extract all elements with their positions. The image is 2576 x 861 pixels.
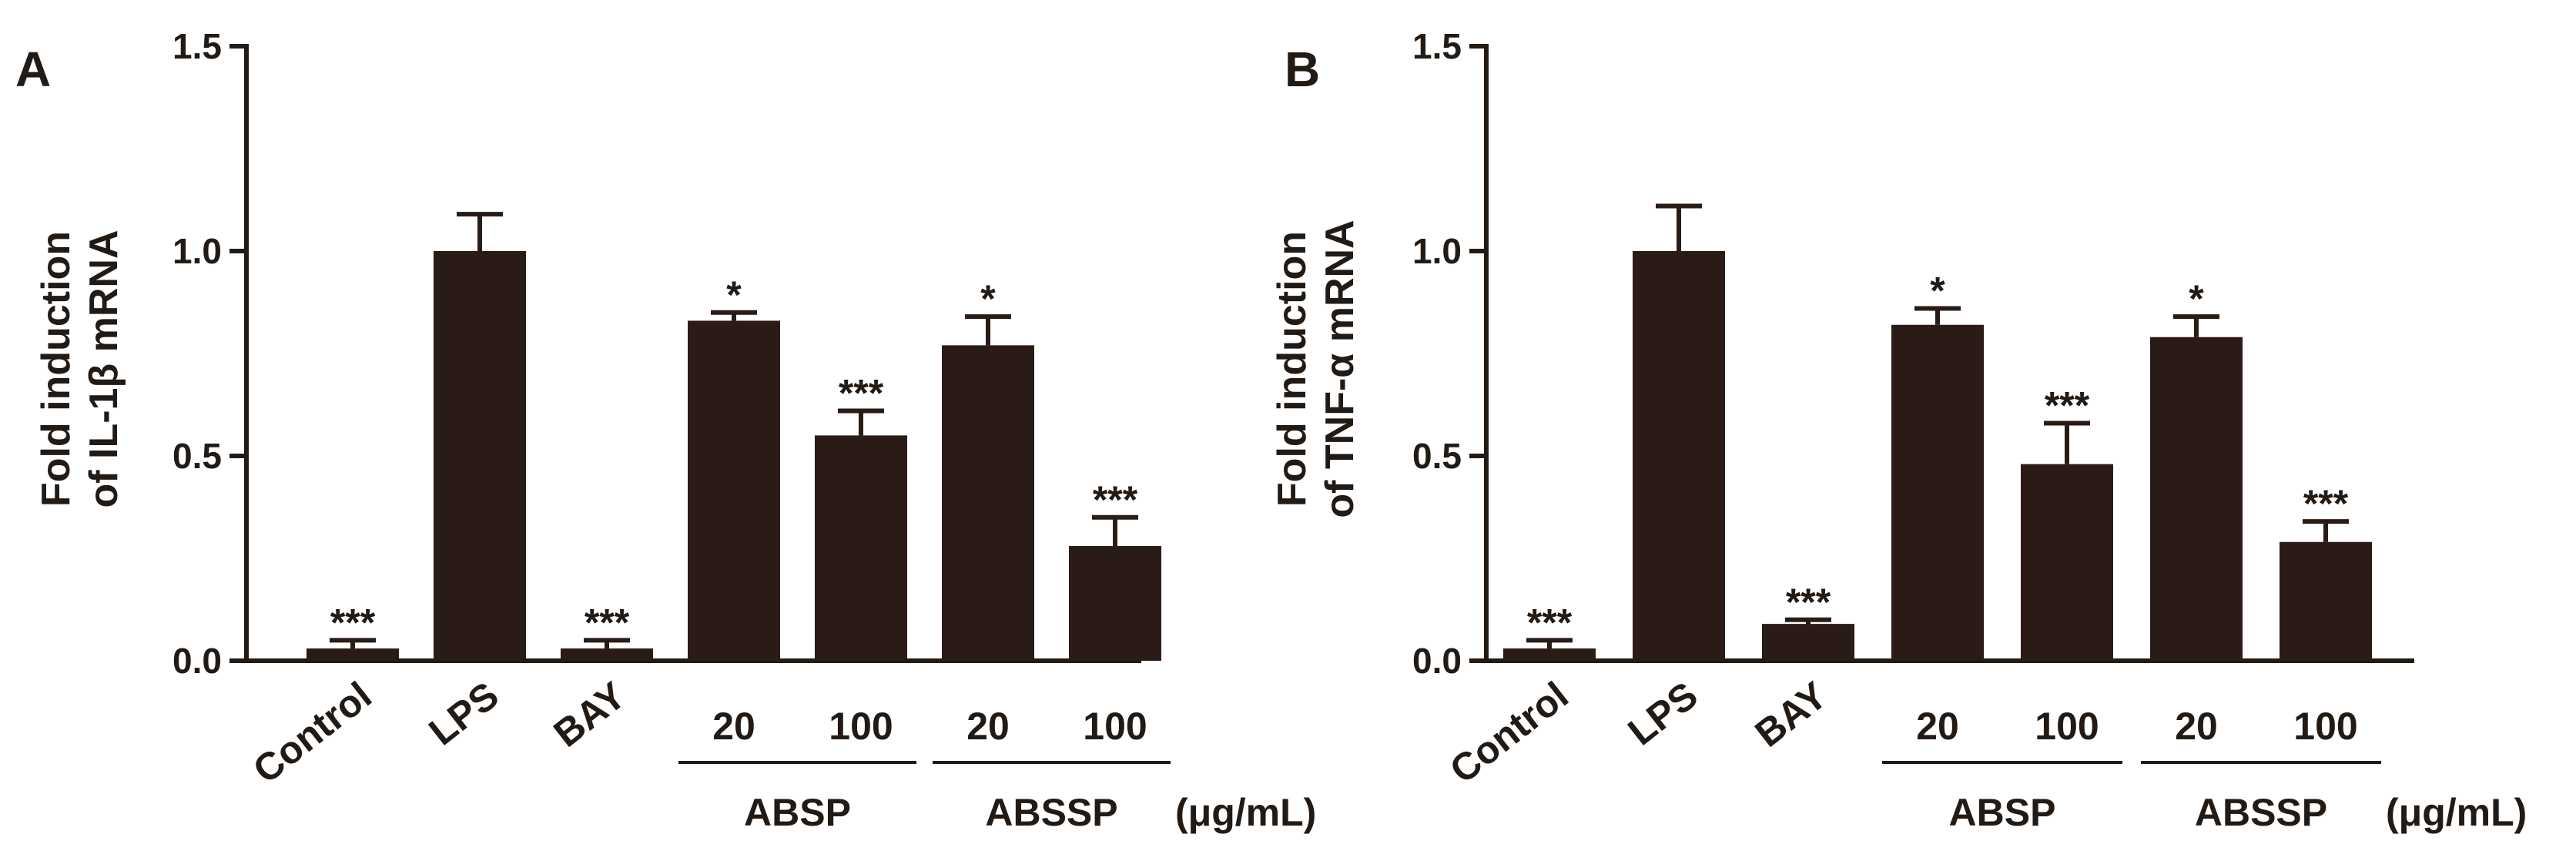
category-label: Control	[1442, 674, 1576, 792]
bar	[1503, 648, 1596, 661]
category-label: Control	[245, 674, 380, 792]
y-axis-label-line2: of IL-1β mRNA	[82, 229, 126, 508]
y-axis-label-line1: Fold induction	[34, 231, 79, 507]
bar	[1762, 624, 1854, 661]
unit-label: (μg/mL)	[2386, 791, 2527, 834]
group-label: ABSP	[744, 791, 851, 834]
group-label: ABSP	[1949, 791, 2056, 834]
significance-marker: ***	[330, 601, 376, 644]
significance-marker: ***	[2303, 482, 2349, 525]
significance-marker: ***	[1786, 581, 1831, 624]
y-axis-label-line2: of TNF-α mRNA	[1318, 219, 1362, 518]
bar	[1069, 546, 1161, 661]
y-tick-label: 1.5	[173, 26, 222, 66]
category-label: 20	[1916, 705, 1959, 748]
category-label: 100	[2293, 705, 2357, 748]
category-label: BAY	[1747, 674, 1835, 755]
y-tick-label: 1.0	[173, 231, 222, 271]
unit-label: (μg/mL)	[1175, 791, 1316, 834]
category-label: LPS	[421, 674, 507, 754]
category-label: 20	[712, 705, 755, 748]
y-tick-label: 0.0	[173, 641, 222, 681]
bar	[1633, 251, 1725, 661]
significance-marker: ***	[1527, 601, 1573, 644]
category-label: 100	[829, 705, 893, 748]
bar	[561, 648, 653, 661]
group-label: ABSSP	[985, 791, 1117, 834]
category-label: BAY	[546, 674, 634, 755]
significance-marker: *	[1930, 269, 1945, 312]
panel-letter: A	[15, 42, 51, 97]
panel-letter: B	[1285, 42, 1320, 97]
bar	[688, 320, 780, 661]
significance-marker: ***	[1093, 478, 1138, 521]
significance-marker: ***	[585, 601, 630, 644]
significance-marker: ***	[839, 371, 884, 414]
significance-marker: *	[980, 277, 996, 320]
bar	[2280, 541, 2372, 661]
bar	[815, 435, 907, 661]
category-label: 100	[1083, 705, 1147, 748]
significance-marker: *	[2189, 277, 2204, 320]
category-label: LPS	[1620, 674, 1706, 754]
y-tick-label: 0.0	[1412, 641, 1462, 681]
bar	[1891, 324, 1984, 661]
category-label: 20	[966, 705, 1010, 748]
group-label: ABSSP	[2195, 791, 2327, 834]
y-tick-label: 1.5	[1412, 26, 1462, 66]
bar	[307, 648, 399, 661]
y-axis-label-line1: Fold induction	[1270, 231, 1315, 507]
bar	[434, 251, 526, 661]
y-tick-label: 0.5	[1412, 436, 1462, 476]
bar	[942, 345, 1034, 661]
significance-marker: *	[726, 273, 742, 317]
y-tick-label: 0.5	[173, 436, 222, 476]
y-tick-label: 1.0	[1412, 231, 1462, 271]
category-label: 20	[2175, 705, 2218, 748]
bar	[2021, 464, 2113, 661]
panel-b: B 0.0 0.5 1.0 1.5 Fold induction of TNF-α mRNA…	[1270, 26, 2527, 834]
bar	[2150, 337, 2243, 661]
category-label: 100	[2035, 705, 2099, 748]
significance-marker: ***	[2045, 384, 2090, 427]
